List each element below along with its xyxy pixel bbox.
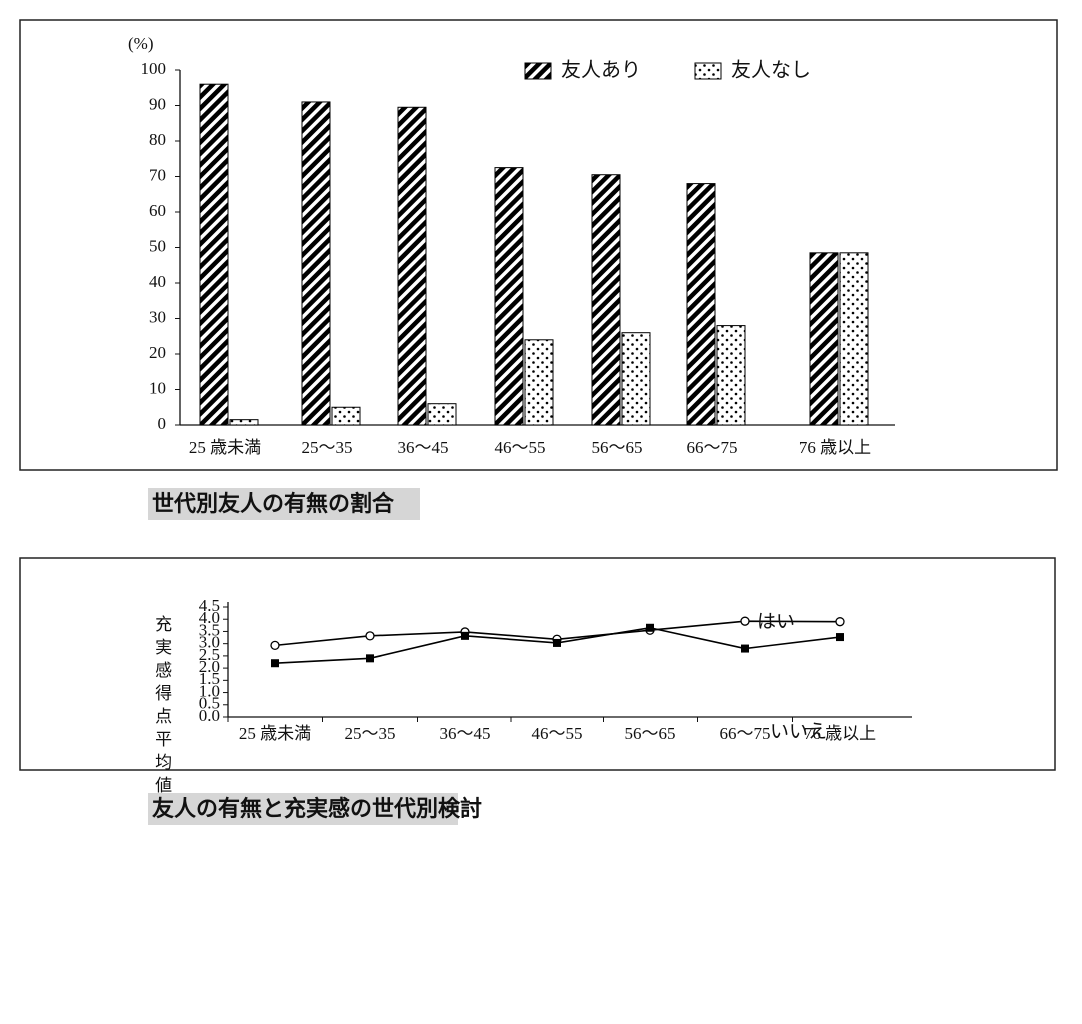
marker xyxy=(741,644,749,653)
bar xyxy=(229,419,259,426)
bar xyxy=(331,406,361,426)
legend-label: 友人あり xyxy=(561,59,641,82)
x-tick-label: 56〜65 xyxy=(625,724,676,743)
bar xyxy=(716,325,746,426)
x-tick-label: 56〜65 xyxy=(592,438,643,457)
caption-bg xyxy=(148,488,420,520)
x-tick-label: 46〜55 xyxy=(495,438,546,457)
bar xyxy=(809,252,839,426)
chart-title: 世代別友人の有無の割合 xyxy=(152,491,395,517)
y-tick-label: 10 xyxy=(149,378,166,397)
y-axis-label: 充実感得点平均値 xyxy=(152,615,172,799)
marker xyxy=(461,631,469,640)
y-axis-label: (%) xyxy=(128,34,153,53)
y-tick-label: 100 xyxy=(141,59,167,78)
legend-label: 友人なし xyxy=(731,59,811,82)
y-tick-label: 90 xyxy=(149,94,166,113)
marker xyxy=(365,631,375,641)
marker xyxy=(646,623,654,632)
marker xyxy=(835,617,845,627)
y-tick-label: 40 xyxy=(149,272,166,291)
legend-swatch xyxy=(524,62,552,80)
y-tick-label: 3.0 xyxy=(199,633,220,652)
marker xyxy=(553,638,561,647)
chart-title: 友人の有無と充実感の世代別検討 xyxy=(152,796,482,822)
x-tick-label: 25 歳未満 xyxy=(189,438,261,457)
y-tick-label: 2.0 xyxy=(199,657,220,676)
x-tick-label: 66〜75 xyxy=(687,438,738,457)
x-tick-label: 25〜35 xyxy=(302,438,353,457)
marker xyxy=(366,654,374,663)
y-tick-label: 70 xyxy=(149,165,166,184)
y-tick-label: 30 xyxy=(149,307,166,326)
legend-swatch xyxy=(694,62,722,80)
bar xyxy=(621,332,651,426)
y-tick-label: 3.5 xyxy=(199,620,220,639)
marker xyxy=(270,640,280,651)
marker xyxy=(740,616,750,626)
y-tick-label: 4.0 xyxy=(199,608,220,627)
x-tick-label: 66〜75 xyxy=(720,724,771,743)
bar xyxy=(397,106,427,426)
y-tick-label: 0.5 xyxy=(199,694,220,713)
x-tick-label: 46〜55 xyxy=(532,724,583,743)
y-tick-label: 80 xyxy=(149,130,166,149)
series-label: いいえ xyxy=(770,721,827,742)
marker xyxy=(836,633,844,642)
y-tick-label: 1.0 xyxy=(199,681,220,700)
y-tick-label: 2.5 xyxy=(199,645,220,664)
y-tick-label: 4.5 xyxy=(199,596,220,615)
bar xyxy=(494,167,524,426)
y-tick-label: 0.0 xyxy=(199,706,220,725)
x-tick-label: 76 歳以上 xyxy=(804,724,876,743)
bar xyxy=(199,83,229,426)
y-tick-label: 0 xyxy=(158,414,167,433)
chart-frame xyxy=(19,557,1056,771)
bar xyxy=(839,252,869,426)
y-tick-label: 60 xyxy=(149,201,166,220)
bar xyxy=(591,174,621,426)
marker xyxy=(271,659,279,668)
y-tick-label: 1.5 xyxy=(199,669,220,688)
y-tick-label: 50 xyxy=(149,236,166,255)
bar xyxy=(427,403,457,426)
caption-bg xyxy=(148,793,458,825)
chart-frame xyxy=(19,19,1058,471)
x-tick-label: 76 歳以上 xyxy=(799,438,871,457)
bar xyxy=(524,339,554,426)
x-tick-label: 25 歳未満 xyxy=(239,724,311,743)
y-tick-label: 20 xyxy=(149,343,166,362)
x-tick-label: 25〜35 xyxy=(345,724,396,743)
x-tick-label: 36〜45 xyxy=(440,724,491,743)
bar xyxy=(686,183,716,426)
x-tick-label: 36〜45 xyxy=(398,438,449,457)
bar xyxy=(301,101,331,426)
series-label: はい xyxy=(757,611,795,632)
